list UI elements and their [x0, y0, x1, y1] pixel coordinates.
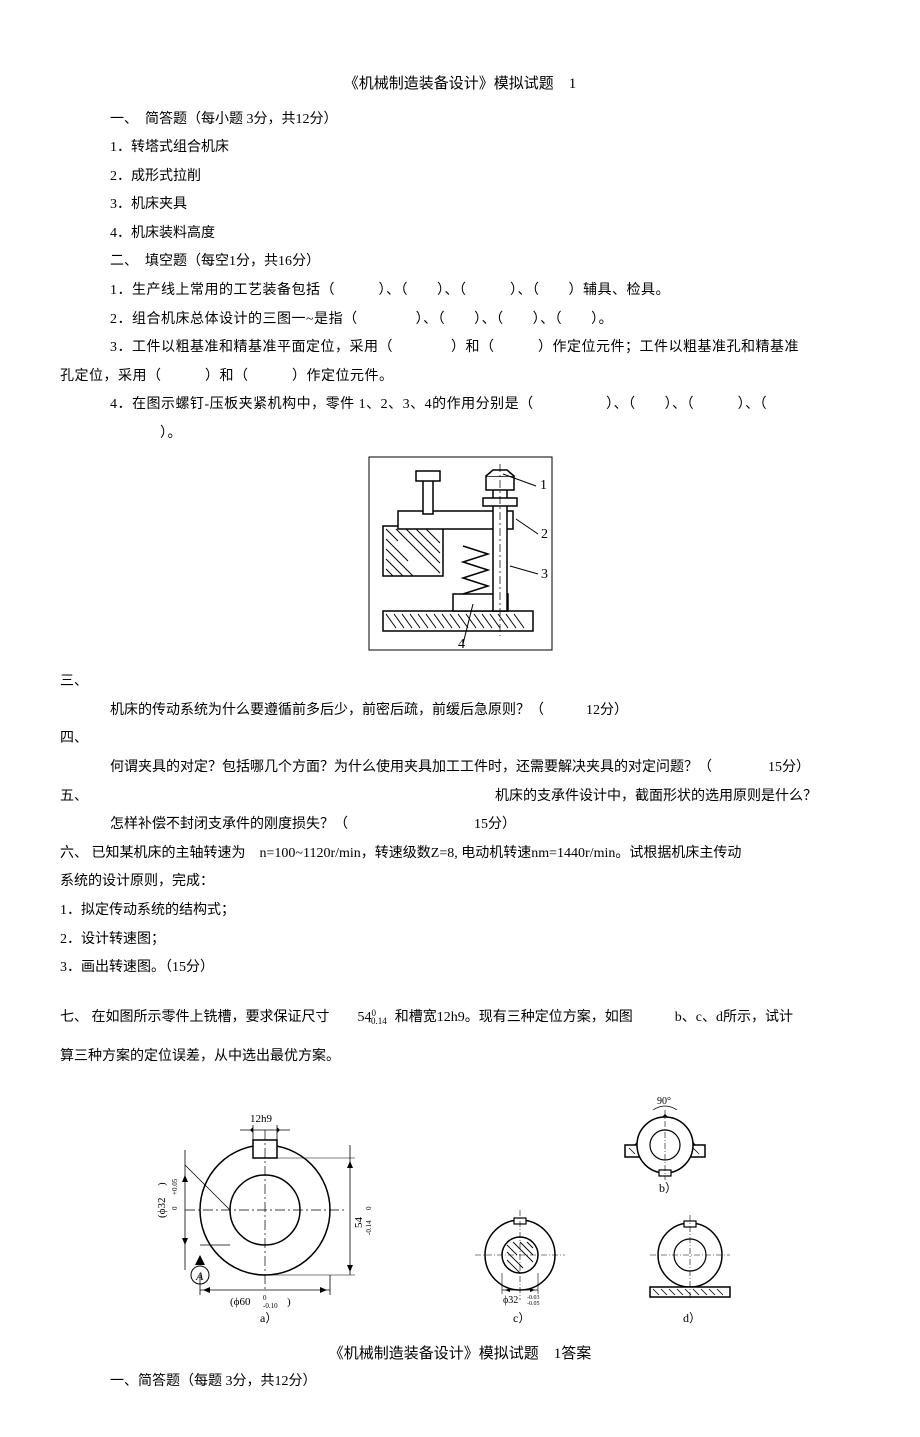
section5-line: 五、 机床的支承件设计中，截面形状的选用原则是什么？: [60, 784, 860, 811]
svg-text:2: 2: [541, 527, 548, 542]
svg-text:): ): [287, 1296, 291, 1308]
answer-title: 《机械制造装备设计》模拟试题 1答案: [60, 1340, 860, 1369]
s7-sub: -0.14: [368, 1016, 387, 1026]
q6-3: 3．画出转速图。（15分）: [60, 955, 860, 982]
q2-3a: 3．工件以粗基准和精基准平面定位，采用（ ）和（ ）作定位元件；工件以粗基准孔和…: [60, 335, 860, 362]
q2-2: 2．组合机床总体设计的三图一~是指（ ）、（ ）、（ ）、（ ）。: [60, 307, 860, 334]
svg-text:d）: d）: [683, 1311, 701, 1325]
svg-text:90°: 90°: [657, 1096, 671, 1107]
q2-4b: ）。: [60, 421, 860, 448]
q6-2: 2．设计转速图；: [60, 927, 860, 954]
svg-text:A: A: [195, 1269, 204, 1283]
section4-num: 四、: [60, 726, 860, 753]
section3-text: 机床的传动系统为什么要遵循前多后少，前密后疏，前缓后急原则？（ 12分）: [60, 698, 860, 725]
q1-2: 2．成形式拉削: [60, 164, 860, 191]
svg-text:0: 0: [365, 1206, 373, 1210]
section3-num: 三、: [60, 669, 860, 696]
svg-text:ϕ32: ϕ32: [503, 1295, 518, 1306]
figure-clamp: 1 2 3 4: [60, 456, 860, 662]
section5-text1: 机床的支承件设计中，截面形状的选用原则是什么？: [495, 789, 817, 804]
svg-text:+0.05: +0.05: [171, 1179, 179, 1196]
svg-text:-0.05: -0.05: [527, 1301, 540, 1307]
section1-header: 一、 简答题（每小题 3分，共12分）: [60, 107, 860, 134]
svg-text:-0.14: -0.14: [365, 1220, 373, 1235]
figure-bcd: 90° b） ϕ32 -0.03 -0.05 c）: [465, 1090, 765, 1325]
figure-a: 12h9 (ϕ32 +0.05 0 ) A (ϕ60 0 -0.10 ): [155, 1090, 385, 1325]
svg-text:12h9: 12h9: [250, 1113, 273, 1125]
q2-1: 1．生产线上常用的工艺装备包括（ ）、（ ）、（ ）、（ ）辅具、检具。: [60, 278, 860, 305]
section4-text: 何谓夹具的对定？包括哪几个方面？为什么使用夹具加工工件时，还需要解决夹具的对定问…: [60, 755, 860, 782]
section7-line2: 算三种方案的定位误差，从中选出最优方案。: [60, 1039, 860, 1075]
bottom-figures: 12h9 (ϕ32 +0.05 0 ) A (ϕ60 0 -0.10 ): [60, 1090, 860, 1325]
page-title: 《机械制造装备设计》模拟试题 1: [60, 70, 860, 99]
section5-text2: 怎样补偿不封闭支承件的刚度损失？（ 15分）: [60, 812, 860, 839]
section6-header: 六、 已知某机床的主轴转速为 n=100~1120r/min，转速级数Z=8, …: [60, 841, 860, 868]
section6-h1: 六、 已知某机床的主轴转速为 n=100~1120r/min，转速级数Z=8, …: [60, 846, 741, 861]
q1-1: 1．转塔式组合机床: [60, 135, 860, 162]
q6-1: 1．拟定传动系统的结构式；: [60, 898, 860, 925]
q2-4a: 4．在图示螺钉-压板夹紧机构中，零件 1、2、3、4的作用分别是（ ）、（ ）、…: [60, 392, 860, 419]
svg-text:3: 3: [541, 567, 548, 582]
section5-num: 五、: [60, 789, 88, 804]
s7-l1b: 和槽宽12h9。现有三种定位方案，如图 b、c、d所示，试计: [395, 1010, 793, 1025]
svg-text:0: 0: [171, 1206, 179, 1210]
svg-text:-0.10: -0.10: [263, 1302, 278, 1310]
svg-text:b）: b）: [659, 1181, 677, 1195]
svg-text:(ϕ60: (ϕ60: [230, 1296, 251, 1308]
answer-s1: 一、简答题（每题 3分，共12分）: [60, 1369, 860, 1396]
svg-text:1: 1: [540, 478, 547, 493]
q1-3: 3．机床夹具: [60, 192, 860, 219]
svg-text:0: 0: [263, 1294, 267, 1302]
svg-text:(ϕ32: (ϕ32: [156, 1198, 168, 1218]
section6-header2: 系统的设计原则，完成：: [60, 869, 860, 896]
svg-text:c）: c）: [513, 1311, 530, 1325]
svg-text:4: 4: [458, 637, 465, 651]
section7-line1: 七、 在如图所示零件上铣槽，要求保证尺寸 540-0.14和槽宽12h9。现有三…: [60, 998, 860, 1037]
s7-l1a: 七、 在如图所示零件上铣槽，要求保证尺寸 54: [60, 1010, 372, 1025]
svg-text:54: 54: [353, 1217, 365, 1229]
svg-text:): ): [156, 1182, 168, 1186]
svg-text:a）: a）: [260, 1311, 277, 1325]
q2-3b: 孔定位，采用（ ）和（ ）作定位元件。: [60, 364, 860, 391]
section2-header: 二、 填空题（每空1分，共16分）: [60, 249, 860, 276]
q1-4: 4．机床装料高度: [60, 221, 860, 248]
